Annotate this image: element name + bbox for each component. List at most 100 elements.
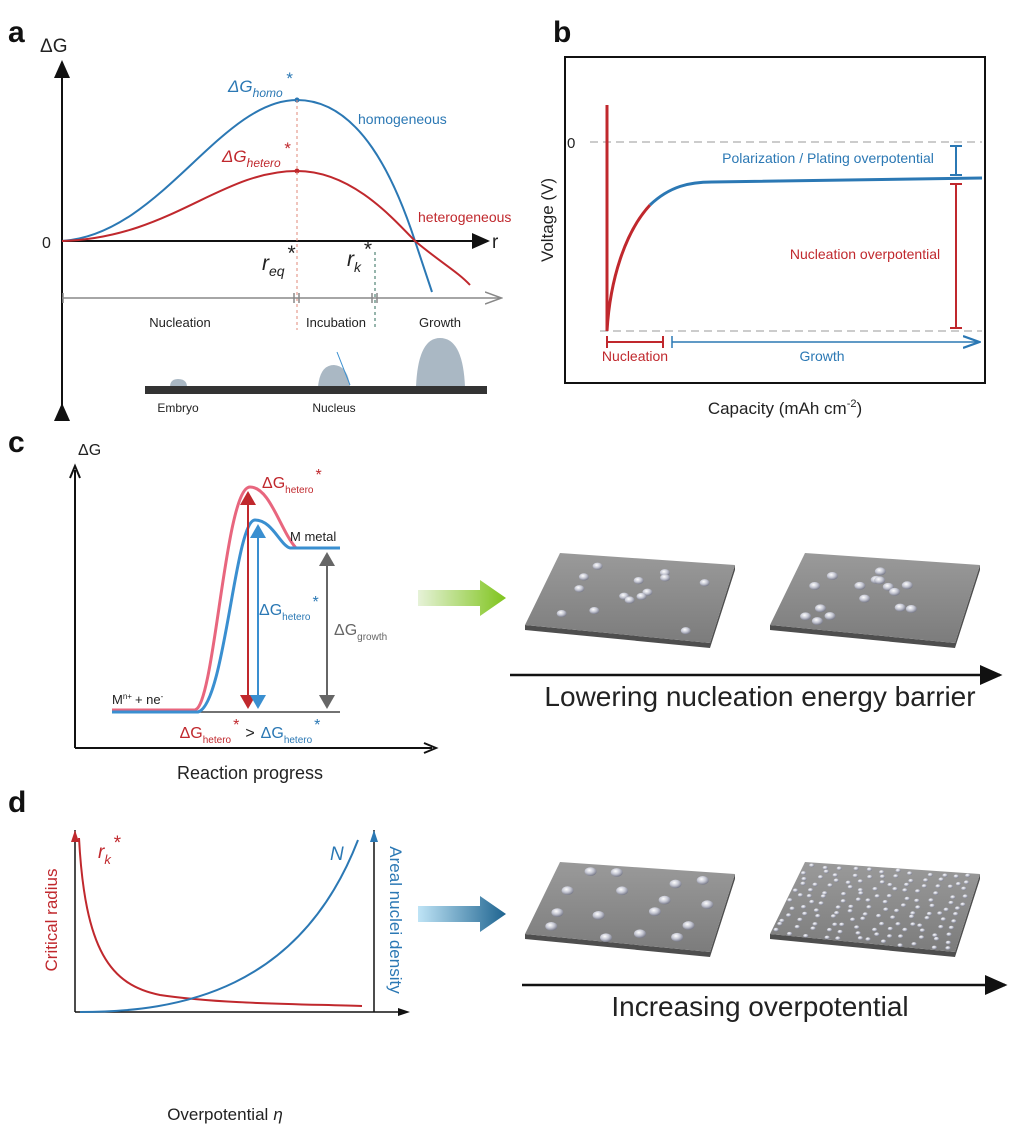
nucleus-bump: [894, 908, 900, 913]
nucleus-bump: [895, 922, 901, 926]
nucleus-bump: [616, 886, 629, 896]
nucleus-bump: [600, 933, 613, 942]
nucleus-bump: [938, 924, 944, 929]
red-barrier-curve: [112, 485, 340, 712]
plates: [525, 553, 980, 957]
nucleation-range: [606, 336, 664, 348]
nucleus-bump: [857, 888, 864, 892]
nucleus-bump: [802, 911, 808, 916]
nucleus-bump: [866, 867, 873, 872]
nucleus-bump: [786, 931, 793, 936]
text-part: ): [856, 399, 862, 418]
panel-label: b: [553, 16, 571, 49]
nucleus-bump: [826, 927, 833, 932]
transition-arrow: [418, 896, 506, 932]
radius-label: rk*: [98, 833, 121, 867]
nucleus-bump: [797, 917, 803, 922]
nucleus-bump: [887, 934, 893, 938]
hetero-red-label: ΔGhetero*: [262, 467, 322, 496]
heterogeneous-curve: [61, 169, 471, 286]
nucleus-bump: [823, 869, 829, 874]
nucleus-bump: [800, 905, 807, 909]
nucleus-bump: [862, 912, 868, 917]
panel-label: c: [8, 426, 25, 459]
nucleus-bump: [895, 868, 901, 873]
nucleus-bump: [961, 886, 967, 891]
nucleus-bump: [879, 921, 885, 926]
nucleus-bump: [830, 914, 837, 918]
homo-label: ΔGhomo*: [227, 69, 294, 100]
nucleus-bump: [792, 888, 799, 893]
nucleus-bump: [892, 887, 898, 891]
nucleus-bump: [789, 906, 795, 911]
y-right-label: Areal nuclei density: [386, 846, 405, 994]
nucleation-curve: [605, 105, 652, 332]
hetero-blue-label: ΔGhetero*: [259, 594, 319, 623]
text-part: ΔG: [262, 475, 285, 492]
nucleation-overpotential-label: Nucleation overpotential: [790, 246, 940, 262]
nucleus-bump: [636, 592, 647, 601]
text-part: *: [284, 139, 292, 158]
nucleus-bump: [872, 927, 878, 932]
nucleus-bump: [932, 933, 938, 938]
nucleus-bump: [866, 905, 872, 909]
nucleus-bump: [897, 943, 903, 948]
nucleus-bump: [915, 905, 921, 910]
nucleus-bump: [820, 894, 826, 899]
nucleus-bump: [960, 902, 966, 907]
nucleus-bump: [865, 937, 871, 942]
heterogeneous-label: heterogeneous: [418, 209, 511, 225]
text-part: -: [161, 692, 164, 701]
nucleus-bump: [894, 603, 906, 612]
x-axis-label: Reaction progress: [177, 763, 323, 783]
nucleus-bump: [592, 911, 605, 920]
nucleus-bump: [918, 935, 925, 940]
nucleus-bump: [800, 612, 812, 621]
nucleus-bump: [810, 926, 816, 931]
nucleus-bump: [948, 900, 954, 905]
stage-label: Growth: [419, 315, 461, 330]
nucleus-bump: [889, 587, 901, 596]
substrate: [145, 386, 487, 394]
r-eq-label: req*: [262, 242, 296, 279]
growth-label: Growth: [799, 348, 844, 364]
nucleus-bump: [927, 872, 933, 877]
nucleus-bump: [935, 884, 941, 889]
nucleus-bump: [556, 609, 567, 618]
nucleus-bump: [924, 916, 930, 920]
nucleus-bump: [578, 573, 589, 581]
nucleus-bump: [902, 888, 908, 893]
nucleus-bump: [809, 863, 815, 868]
y-axis-label: Voltage (V): [538, 178, 557, 262]
nucleus-bump: [669, 879, 682, 889]
nucleus-bump: [901, 581, 913, 590]
x-axis-label: Capacity (mAh cm-2): [708, 398, 862, 418]
nucleus-bump: [809, 899, 815, 904]
nucleus-bump: [589, 606, 600, 615]
nucleus-bump: [812, 882, 818, 887]
nucleus-bump: [867, 874, 873, 879]
text-part: r: [98, 842, 105, 863]
radius-curve: [78, 837, 363, 1007]
nucleus-bump: [911, 942, 917, 946]
text-part: *: [316, 467, 322, 484]
embryo: [170, 379, 187, 387]
nucleus-bump: [803, 933, 809, 938]
nucleus-bump: [659, 569, 670, 577]
homogeneous-curve: [61, 98, 433, 293]
homogeneous-label: homogeneous: [358, 111, 447, 127]
nucleus-bump: [794, 924, 800, 929]
nucleus-bump: [907, 871, 913, 876]
panel-label: d: [8, 786, 26, 819]
arrow-caption: Increasing overpotential: [611, 991, 908, 1022]
metal-label: M metal: [290, 529, 336, 544]
nucleus-bump: [859, 594, 871, 603]
nucleus-bump: [948, 925, 954, 930]
nucleus-bump: [574, 585, 585, 593]
nucleus-bump: [787, 898, 793, 902]
nucleus-bump: [680, 627, 691, 635]
axes: [74, 830, 404, 1013]
nucleus-bump: [904, 896, 910, 901]
text-part: hetero: [284, 735, 313, 746]
nucleus-bump: [865, 898, 871, 903]
